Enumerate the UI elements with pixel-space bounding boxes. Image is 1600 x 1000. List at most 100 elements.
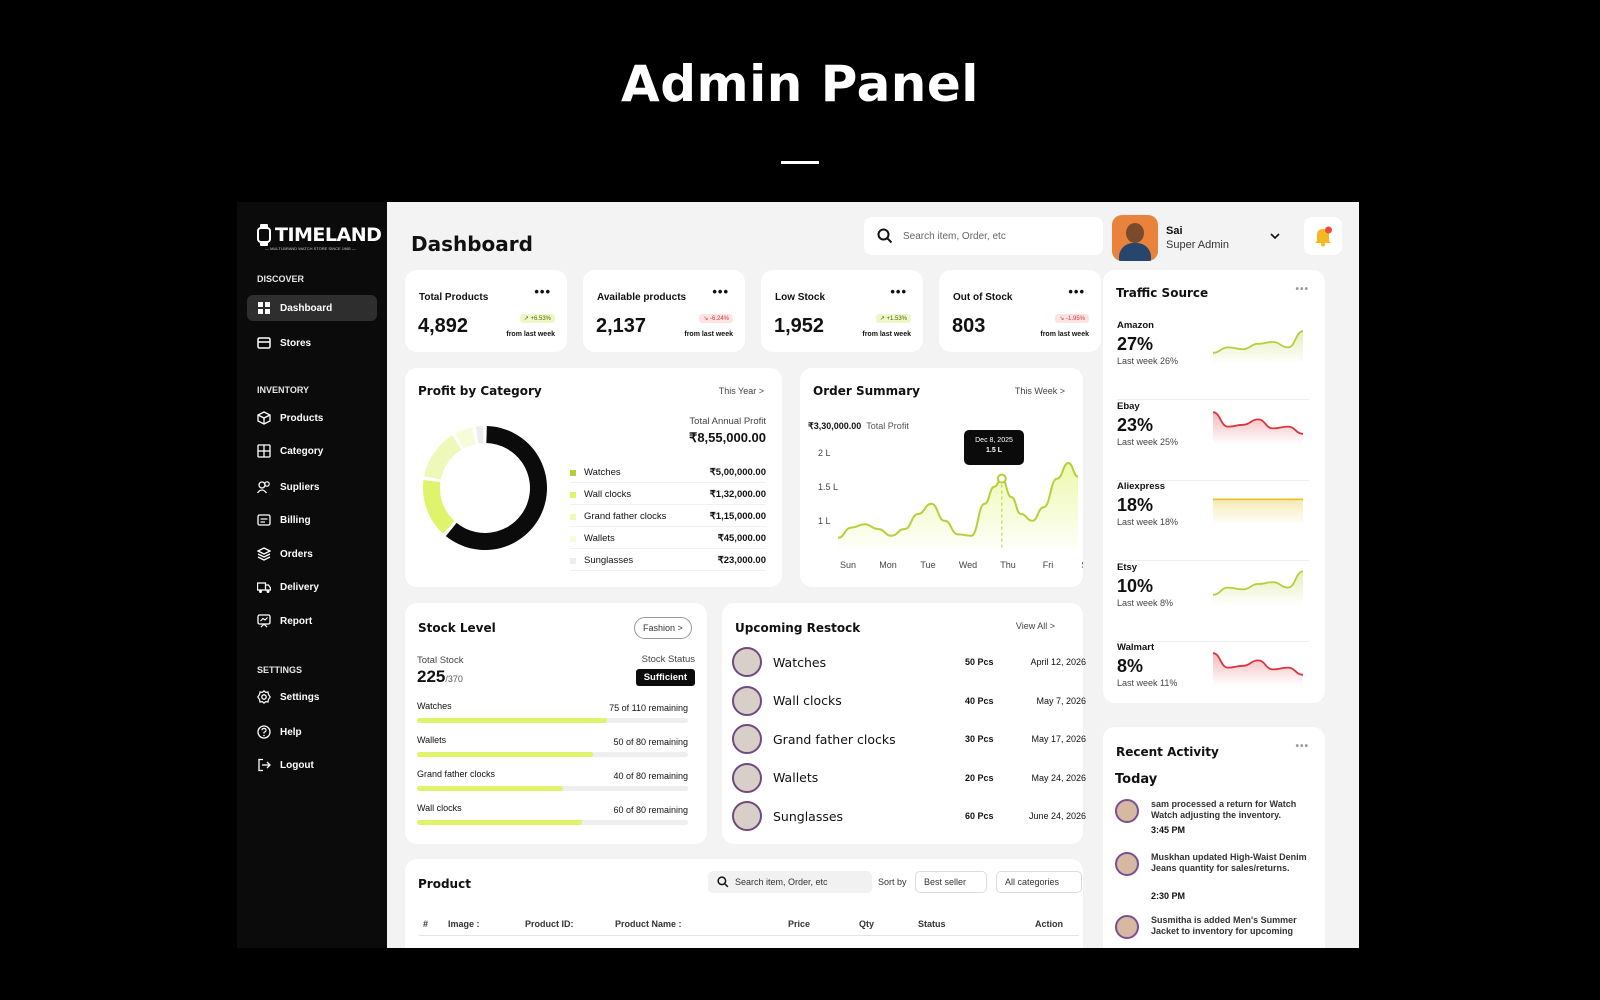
table-header-cell[interactable]: Qty (859, 919, 875, 929)
restock-date: April 12, 2026 (1030, 657, 1086, 667)
sidebar-item-logout[interactable]: Logout (247, 752, 377, 778)
sort-label: Sort by (878, 877, 907, 887)
traffic-source-item[interactable]: Etsy 10% Last week 8% (1117, 562, 1309, 642)
sidebar-item-delivery[interactable]: Delivery (247, 574, 377, 600)
category-select[interactable]: All categories (996, 871, 1082, 893)
sidebar-item-category[interactable]: Category (247, 438, 377, 464)
stat-card-out-of-stock[interactable]: Out of Stock ••• 803 ↘ -1.95% from last … (939, 270, 1101, 352)
series-line (837, 461, 1079, 539)
trend-badge: ↘ -1.95% (1055, 314, 1089, 323)
traffic-source-last-week: Last week 18% (1117, 517, 1179, 527)
sidebar-item-help[interactable]: Help (247, 719, 377, 745)
more-icon[interactable]: ••• (712, 284, 729, 299)
sidebar-item-billing[interactable]: Billing (247, 507, 377, 533)
product-thumbnail (732, 685, 762, 716)
restock-item[interactable]: Wallets 20 Pcs May 24, 2026 (732, 762, 1086, 793)
activity-day: Today (1115, 772, 1158, 787)
notifications-button[interactable] (1304, 217, 1342, 255)
donut-slice[interactable] (455, 427, 476, 449)
user-role: Super Admin (1166, 239, 1229, 251)
period-selector[interactable]: This Year > (718, 386, 764, 396)
sort-select[interactable]: Best seller (915, 871, 987, 893)
sidebar-item-orders[interactable]: Orders (247, 541, 377, 567)
x-tick-label: Sun (840, 560, 856, 570)
donut-slice[interactable] (423, 479, 455, 534)
sidebar-item-suppliers[interactable]: Supliers (247, 474, 377, 500)
restock-item[interactable]: Wall clocks 40 Pcs May 7, 2026 (732, 685, 1086, 716)
sidebar: TIMELAND — MULTI-BRAND WATCH STORE SINCE… (237, 202, 387, 948)
period-selector[interactable]: This Week > (1014, 386, 1065, 396)
product-search-input[interactable]: Search item, Order, etc (735, 877, 828, 887)
order-summary-chart: 2 L 1.5 L 1 L Sun Mon Tue Wed Thu Fri Sat (818, 448, 1083, 570)
product-search[interactable]: Search item, Order, etc (708, 871, 872, 893)
hover-point[interactable] (996, 473, 1007, 484)
table-header-cell[interactable]: Product ID: (525, 919, 574, 929)
legend-label: Sunglasses (584, 555, 634, 566)
stock-bar-fill (417, 752, 594, 757)
user-menu[interactable]: Sai Super Admin (1112, 215, 1292, 261)
stat-period: from last week (1040, 331, 1089, 338)
search-input[interactable]: Search item, Order, etc (903, 230, 1006, 242)
sidebar-item-report[interactable]: Report (247, 608, 377, 634)
sidebar-item-label: Orders (280, 548, 313, 560)
traffic-source-item[interactable]: Amazon 27% Last week 26% (1117, 320, 1309, 400)
table-header-cell[interactable]: Status (918, 919, 946, 929)
card-title: Traffic Source (1116, 286, 1209, 300)
legend-label: Grand father clocks (584, 511, 667, 522)
restock-name: Watches (773, 654, 827, 670)
sidebar-item-label: Supliers (280, 481, 320, 493)
stat-label: Out of Stock (953, 292, 1013, 303)
restock-item[interactable]: Sunglasses 60 Pcs June 24, 2026 (732, 801, 1086, 831)
order-total-value: ₹3,30,000.00 (808, 421, 862, 431)
table-header-cell[interactable]: Price (788, 919, 811, 929)
table-header-cell[interactable]: Product Name : (615, 919, 682, 929)
table-header-cell[interactable]: Image : (448, 919, 480, 929)
legend-label: Wallets (584, 533, 615, 544)
traffic-source-item[interactable]: Walmart 8% Last week 11% (1117, 642, 1309, 722)
legend-label: Wall clocks (584, 489, 632, 500)
total-stock-label: Total Stock (417, 655, 464, 666)
view-all-link[interactable]: View All > (1015, 621, 1055, 631)
category-filter[interactable]: Fashion > (634, 617, 692, 639)
stat-card-available-products[interactable]: Available products ••• 2,137 ↘ -6.24% fr… (583, 270, 745, 352)
table-header-cell[interactable]: Action (1035, 919, 1063, 929)
traffic-source-item[interactable]: Aliexpress 18% Last week 18% (1117, 481, 1309, 561)
more-icon[interactable]: ••• (1295, 741, 1309, 752)
stock-bar-fill (417, 820, 583, 825)
sidebar-item-dashboard[interactable]: Dashboard (247, 295, 377, 321)
restock-item[interactable]: Watches 50 Pcs April 12, 2026 (732, 647, 1086, 677)
sidebar-item-stores[interactable]: Stores (247, 330, 377, 356)
more-icon[interactable]: ••• (890, 284, 907, 299)
brand-logo[interactable]: TIMELAND (257, 224, 382, 246)
restock-item[interactable]: Grand father clocks 30 Pcs May 17, 2026 (732, 724, 1086, 754)
table-header-cell[interactable]: # (423, 919, 429, 929)
total-annual-profit-value: ₹8,55,000.00 (689, 430, 766, 445)
truck-icon (257, 582, 271, 593)
chart-tooltip: Dec 8, 2025 1.5 L (964, 430, 1024, 465)
stat-card-low-stock[interactable]: Low Stock ••• 1,952 ↗ +1.53% from last w… (761, 270, 923, 352)
donut-slice[interactable] (424, 435, 462, 480)
restock-qty: 60 Pcs (965, 811, 994, 821)
donut-slice[interactable] (475, 426, 484, 444)
product-card: Product Search item, Order, etc Sort by … (405, 859, 1083, 948)
sidebar-item-products[interactable]: Products (247, 405, 377, 431)
more-icon[interactable]: ••• (534, 284, 551, 299)
activity-text: Muskhan updated High-Waist Denim Jeans q… (1151, 852, 1307, 873)
traffic-source-item[interactable]: Ebay 23% Last week 25% (1117, 401, 1309, 481)
more-icon[interactable]: ••• (1068, 284, 1085, 299)
sidebar-item-settings[interactable]: Settings (247, 684, 377, 710)
sparkline-line (1213, 570, 1303, 596)
y-tick-label: 1 L (818, 516, 831, 526)
chevron-down-icon[interactable] (1270, 232, 1280, 240)
product-thumbnail (732, 647, 762, 677)
donut-slice[interactable] (445, 426, 547, 550)
help-icon (257, 725, 271, 739)
sidebar-item-label: Logout (280, 759, 314, 771)
activity-text: Susmitha is added Men's Summer Jacket to… (1151, 915, 1297, 936)
stat-card-total-products[interactable]: Total Products ••• 4,892 ↗ +6.53% from l… (405, 270, 567, 352)
section-inventory: INVENTORY (257, 385, 310, 395)
more-icon[interactable]: ••• (1295, 284, 1309, 295)
stat-period: from last week (506, 331, 555, 338)
global-search[interactable]: Search item, Order, etc (864, 217, 1103, 255)
stat-label: Available products (597, 292, 687, 303)
